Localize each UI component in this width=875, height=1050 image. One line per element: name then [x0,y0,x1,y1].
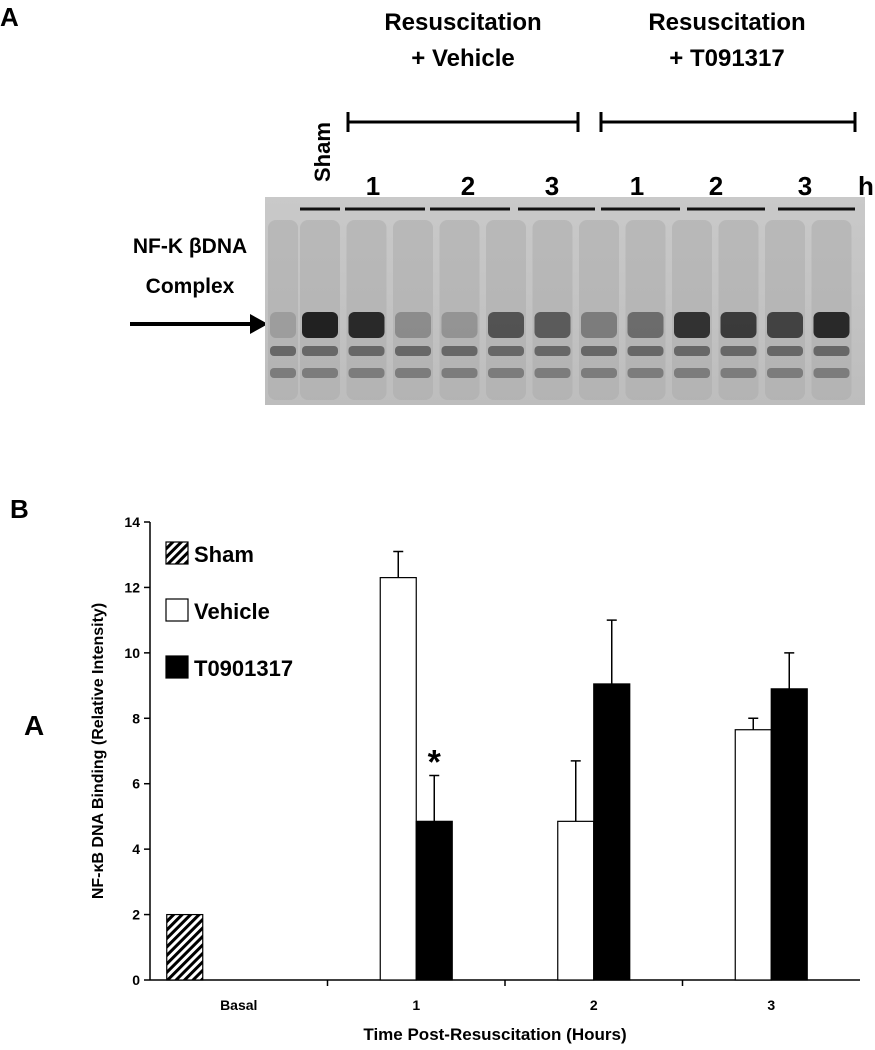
bar [166,913,204,981]
panel-label: A [24,710,44,741]
x-axis-title: Time Post-Resuscitation (Hours) [363,1025,626,1044]
lane-label: 2 [461,171,475,201]
band [441,368,478,378]
error-bar [748,717,759,730]
bar [593,683,631,981]
band [441,346,478,356]
group-label: Resuscitation [648,9,805,36]
bar [557,820,595,981]
band [720,368,757,378]
band [674,346,710,356]
band [348,368,385,378]
band [720,346,757,356]
band [627,368,664,378]
legend-label: Sham [194,542,254,567]
y-tick-label: 10 [124,645,140,661]
band [720,312,757,338]
band [767,346,803,356]
bar [415,820,453,981]
y-tick-label: 14 [124,514,140,530]
y-tick-label: 0 [132,972,140,988]
band [813,346,850,356]
band [627,312,664,338]
x-tick-label: 1 [412,997,420,1013]
band [534,368,571,378]
group-label: + T091317 [669,45,784,72]
lane-label: 3 [798,171,812,201]
y-tick-label: 6 [132,776,140,792]
bar [379,577,417,981]
y-tick-label: 2 [132,907,140,923]
panel-label: B [10,494,29,524]
band [395,312,431,338]
error-bar [570,760,581,822]
complex-label: Complex [146,275,235,298]
band [581,312,617,338]
band [534,346,571,356]
lane-label: 1 [630,171,644,201]
error-bar [784,652,795,689]
lane-label: 3 [545,171,559,201]
panel-label: A [0,2,19,32]
band [270,312,296,338]
y-tick-label: 12 [124,579,140,595]
band [348,312,385,338]
band [767,312,803,338]
band [302,368,338,378]
band [534,312,571,338]
band [348,346,385,356]
legend-swatch [165,598,189,622]
band [270,368,296,378]
error-bar [606,619,617,684]
band [813,312,850,338]
band [767,368,803,378]
legend-swatch [165,541,189,565]
complex-label: NF-K βDNA [133,235,247,258]
error-bar [429,774,440,822]
x-tick-label: 3 [767,997,775,1013]
group-label: Resuscitation [384,9,541,36]
legend-label: Vehicle [194,599,270,624]
error-bar [393,550,404,578]
bar [734,729,772,981]
band [627,346,664,356]
bar [770,688,808,981]
band [441,312,478,338]
gel-lanes [268,207,855,400]
y-tick-label: 4 [132,841,140,857]
band [674,368,710,378]
legend-label: T0901317 [194,656,293,681]
band [488,346,524,356]
band [581,346,617,356]
band [395,368,431,378]
band [270,346,296,356]
band [302,346,338,356]
band [488,312,524,338]
legend-swatch [165,655,189,679]
y-tick-label: 8 [132,710,140,726]
annotation: * [428,744,442,782]
band [813,368,850,378]
x-tick-label: 2 [590,997,598,1013]
band [488,368,524,378]
band [395,346,431,356]
band [581,368,617,378]
lane-label: 2 [709,171,723,201]
group-label: + Vehicle [411,45,514,72]
lane-label: 1 [366,171,380,201]
brackets [346,112,857,132]
band [302,312,338,338]
arrow [130,314,268,334]
x-tick-label: Basal [220,997,257,1013]
sham-label: Sham [310,122,335,182]
unit-label: h [858,171,874,201]
y-axis-title: NF-κB DNA Binding (Relative Intensity) [90,603,107,899]
band [674,312,710,338]
